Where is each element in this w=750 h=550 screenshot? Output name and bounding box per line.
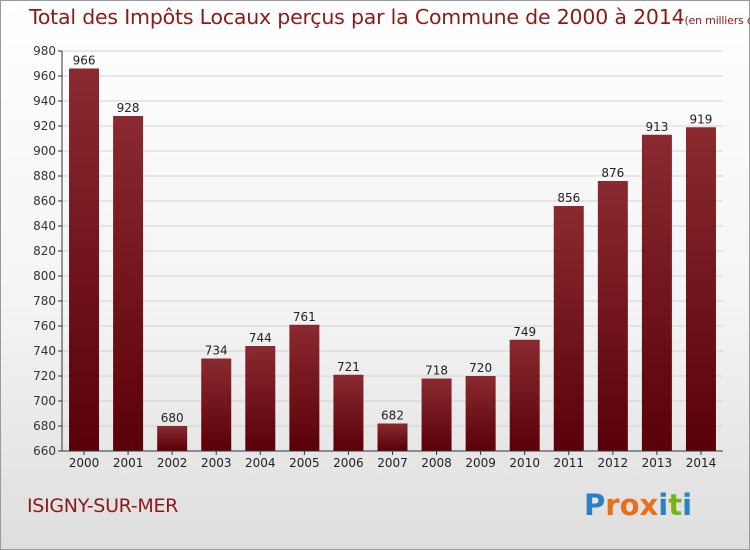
bar [553, 206, 584, 451]
y-tick-label: 880 [33, 169, 56, 183]
data-label: 744 [249, 331, 272, 345]
data-label: 718 [425, 364, 448, 378]
y-tick-label: 800 [33, 269, 56, 283]
x-tick-label: 2002 [157, 456, 188, 470]
bar [157, 426, 188, 451]
bar [685, 127, 716, 451]
bar [509, 339, 540, 451]
bar [333, 374, 364, 451]
data-label: 721 [337, 360, 360, 374]
y-tick-label: 780 [33, 294, 56, 308]
x-tick-label: 2008 [421, 456, 452, 470]
y-tick-label: 980 [33, 44, 56, 58]
x-tick-label: 2010 [509, 456, 540, 470]
bar [69, 68, 100, 451]
y-tick-label: 960 [33, 69, 56, 83]
x-tick-label: 2001 [113, 456, 144, 470]
x-tick-label: 2011 [553, 456, 584, 470]
bars [69, 68, 716, 451]
bar [597, 181, 628, 451]
logo-letter: P [584, 488, 606, 522]
x-tick-label: 2014 [686, 456, 717, 470]
y-tick-label: 920 [33, 119, 56, 133]
x-tick-label: 2007 [377, 456, 408, 470]
y-tick-label: 760 [33, 319, 56, 333]
x-tick-label: 2000 [69, 456, 100, 470]
x-tick-label: 2003 [201, 456, 232, 470]
x-tick-label: 2013 [642, 456, 673, 470]
data-label: 680 [161, 411, 184, 425]
chart-title: Total des Impôts Locaux perçus par la Co… [29, 5, 750, 29]
x-tick-label: 2006 [333, 456, 364, 470]
x-tick-label: 2005 [289, 456, 320, 470]
data-label: 913 [645, 120, 668, 134]
data-label: 928 [117, 101, 140, 115]
y-tick-label: 840 [33, 219, 56, 233]
proxiti-logo[interactable]: Proxiti [584, 488, 692, 522]
data-label: 876 [601, 166, 624, 180]
bar [245, 346, 276, 451]
data-label: 720 [469, 361, 492, 375]
logo-letter: o [619, 488, 640, 522]
bar [641, 134, 672, 451]
data-label: 734 [205, 344, 228, 358]
logo-letter: x [639, 488, 659, 522]
labels: 660 680 700 720 740 760 780 800 820 840 860 880 900 9… [33, 44, 716, 470]
data-label: 682 [381, 409, 404, 423]
data-label: 761 [293, 310, 316, 324]
x-tick-label: 2009 [465, 456, 496, 470]
y-tick-label: 680 [33, 419, 56, 433]
y-tick-label: 720 [33, 369, 56, 383]
bar [421, 378, 452, 451]
bar [201, 358, 232, 451]
x-tick-label: 2004 [245, 456, 276, 470]
y-tick-label: 900 [33, 144, 56, 158]
bar [377, 423, 408, 451]
y-tick-label: 660 [33, 444, 56, 458]
x-tick-label: 2012 [598, 456, 629, 470]
logo-letter: t [668, 488, 683, 522]
data-label: 919 [690, 112, 713, 126]
data-label: 966 [73, 54, 96, 68]
axes [58, 50, 723, 455]
commune-name: ISIGNY-SUR-MER [27, 495, 179, 517]
bar-chart: 660 680 700 720 740 760 780 800 820 840 860 880 900 9… [33, 44, 723, 470]
y-tick-label: 860 [33, 194, 56, 208]
bar [289, 324, 320, 451]
bar [113, 116, 144, 451]
data-label: 749 [513, 325, 536, 339]
y-tick-label: 740 [33, 344, 56, 358]
logo-letter: r [605, 488, 620, 522]
y-tick-label: 940 [33, 94, 56, 108]
title-text: Total des Impôts Locaux perçus par la Co… [29, 5, 685, 29]
logo-letter: i [658, 488, 669, 522]
logo-letter: i [682, 488, 693, 522]
title-unit: (en milliers d'€) [684, 14, 750, 27]
data-label: 856 [557, 191, 580, 205]
y-tick-label: 700 [33, 394, 56, 408]
bar [465, 376, 496, 451]
y-tick-label: 820 [33, 244, 56, 258]
